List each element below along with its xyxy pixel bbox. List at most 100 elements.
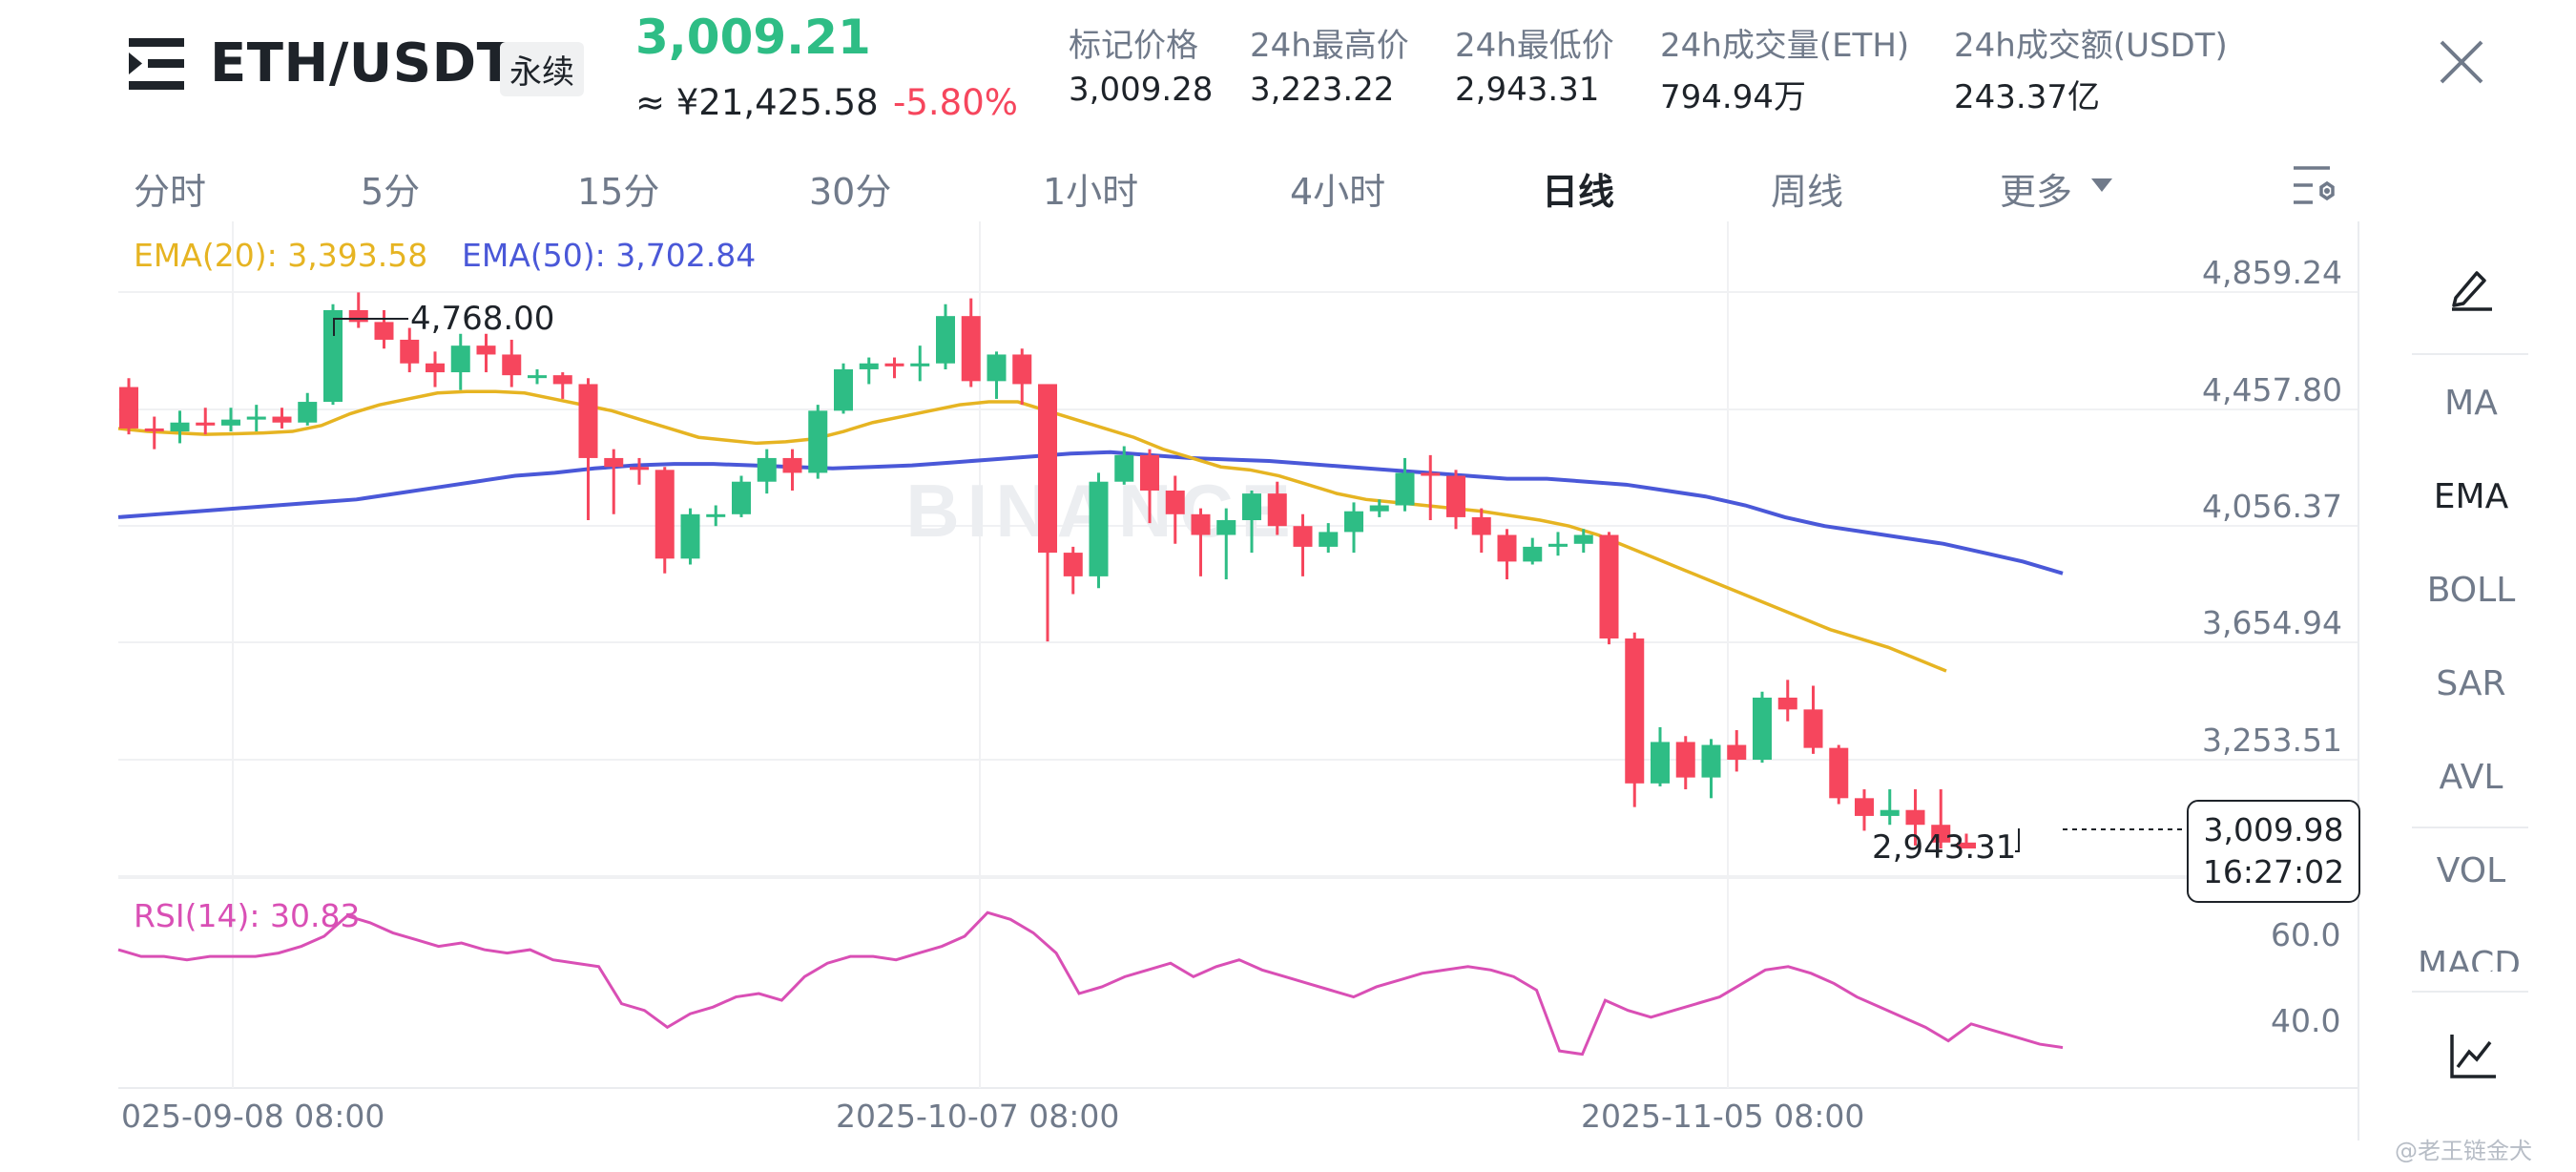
last-price: 3,009.21 <box>635 10 871 65</box>
candle-body <box>502 354 522 376</box>
candle-body <box>1089 481 1109 576</box>
candle-body <box>1931 825 1951 843</box>
candle-body <box>170 422 190 432</box>
candle-body <box>1905 809 1925 826</box>
stat-value-24h-turnover: 243.37亿 <box>1954 78 2100 116</box>
symbol-title[interactable]: ETH/USDT <box>210 32 514 94</box>
candle-body <box>119 387 138 429</box>
side-divider <box>2412 353 2528 355</box>
tab-timeframe-30m[interactable]: 30分 <box>809 171 892 213</box>
side-item-avl[interactable]: AVL <box>2439 758 2503 797</box>
stat-label-24h-high: 24h最高价 <box>1250 27 1409 65</box>
side-item-ma[interactable]: MA <box>2444 384 2498 423</box>
tab-timeframe-4h[interactable]: 4小时 <box>1290 171 1386 213</box>
tab-timeframe-more[interactable]: 更多 <box>2000 171 2073 213</box>
ema20-polyline <box>117 389 1947 673</box>
price-axis-label: 4,056.37 <box>2202 488 2342 525</box>
candle-body <box>680 513 700 559</box>
ema20-line <box>117 389 1947 673</box>
candle-body <box>782 457 802 473</box>
candle-body <box>400 339 420 364</box>
candle-body <box>144 428 164 432</box>
candle-body <box>1191 513 1211 535</box>
candle-body <box>1573 534 1593 544</box>
candle-body <box>374 322 394 340</box>
candle-body <box>732 481 751 514</box>
candle-body <box>1957 842 1976 849</box>
chart-annotations <box>333 318 2185 852</box>
tab-timeframe-line[interactable]: 分时 <box>134 171 207 213</box>
price-axis-label: 3,654.94 <box>2202 604 2342 641</box>
candle-body <box>1548 543 1568 547</box>
change-percent: -5.80% <box>893 82 1018 123</box>
high-leader-line <box>333 318 408 336</box>
time-axis-label: 2025-10-07 08:00 <box>836 1098 1120 1135</box>
candle-body <box>757 457 777 482</box>
side-item-sar[interactable]: SAR <box>2436 664 2506 703</box>
tab-timeframe-15m[interactable]: 15分 <box>577 171 660 213</box>
candle-body <box>476 345 496 355</box>
side-item-macd[interactable]: MACD <box>2418 945 2521 972</box>
stat-value-24h-low: 2,943.31 <box>1455 71 1600 109</box>
side-item-vol[interactable]: VOL <box>2436 851 2506 890</box>
pencil-icon[interactable] <box>2448 263 2496 315</box>
candle-body <box>1777 697 1797 710</box>
side-item-boll[interactable]: BOLL <box>2426 571 2516 610</box>
chart-settings-icon[interactable] <box>2292 162 2339 212</box>
candle-body <box>1753 697 1772 761</box>
rsi-polyline <box>117 910 2064 1057</box>
stat-value-mark-price: 3,009.28 <box>1069 71 1214 109</box>
tab-timeframe-1d[interactable]: 日线 <box>1542 171 1615 213</box>
stat-label-24h-turnover: 24h成交额(USDT) <box>1954 27 2228 65</box>
candle-body <box>246 416 266 420</box>
candle-body <box>272 416 292 423</box>
candle-body <box>987 354 1007 382</box>
time-axis-label: 2025-09-08 08:00 <box>118 1098 385 1135</box>
candle-body <box>1523 546 1543 562</box>
candle-body <box>196 422 216 426</box>
candle-body <box>1140 454 1159 492</box>
tab-timeframe-1h[interactable]: 1小时 <box>1043 171 1139 213</box>
low-price-annotation: 2,943.31 <box>1872 828 2017 867</box>
tab-timeframe-1w[interactable]: 周线 <box>1771 171 1844 213</box>
candle-body <box>1369 505 1389 512</box>
candle-body <box>936 316 955 364</box>
contract-type-badge: 永续 <box>500 42 584 96</box>
side-item-ema[interactable]: EMA <box>2433 477 2509 516</box>
candle-body <box>706 513 726 517</box>
candle-body <box>1114 454 1134 482</box>
candle-body <box>1675 742 1695 778</box>
countdown-timer: 16:27:02 <box>2202 853 2345 890</box>
stat-label-mark-price: 标记价格 <box>1069 27 1198 65</box>
candle-body <box>1319 532 1339 547</box>
price-axis-label: 4,859.24 <box>2202 254 2342 291</box>
candle-body <box>1625 638 1645 784</box>
candle-body <box>630 467 649 471</box>
candle-body <box>323 309 343 403</box>
candle-body <box>1242 493 1261 521</box>
tab-timeframe-5m[interactable]: 5分 <box>361 171 421 213</box>
candle-body <box>1038 384 1057 554</box>
candle-body <box>221 419 240 426</box>
candle-body <box>1727 744 1747 761</box>
candle-body <box>1446 475 1465 517</box>
current-price-value: 3,009.98 <box>2203 811 2344 848</box>
candles <box>119 292 1976 849</box>
candle-body <box>1293 526 1313 547</box>
candle-body <box>426 363 445 373</box>
candle-body <box>1880 809 1900 816</box>
chart-line-icon[interactable] <box>2448 1031 2498 1084</box>
candle-body <box>1497 534 1517 562</box>
candle-body <box>578 384 598 458</box>
time-axis-label: 2025-11-05 08:00 <box>1581 1098 1865 1135</box>
ema50-label: EMA(50): 3,702.84 <box>462 237 757 274</box>
menu-icon[interactable] <box>129 38 184 90</box>
side-divider <box>2412 827 2528 828</box>
high-price-annotation: 4,768.00 <box>410 300 555 338</box>
ema50-polyline <box>117 450 2064 576</box>
chevron-down-icon[interactable] <box>2091 178 2112 196</box>
cny-price: ≈ ¥21,425.58 <box>635 82 879 123</box>
candle-body <box>1829 747 1849 799</box>
close-icon[interactable] <box>2438 38 2485 86</box>
